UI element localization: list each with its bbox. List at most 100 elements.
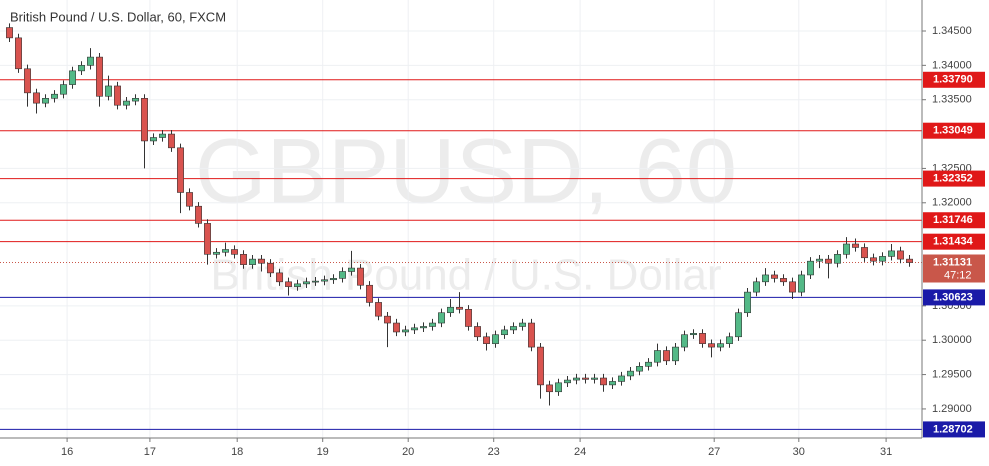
level-label: 1.33049 (933, 125, 973, 137)
candle-body (465, 308, 472, 327)
candle-body (717, 343, 724, 348)
candle-body (303, 281, 310, 285)
candle-body (78, 65, 85, 72)
x-tick-label: 16 (61, 446, 73, 458)
chart-title: British Pound / U.S. Dollar, 60, FXCM (10, 9, 226, 24)
candle-body (267, 262, 274, 274)
candle-body (456, 306, 463, 310)
watermark-symbol: GBPUSD, 60 (195, 120, 737, 222)
candle-body (330, 278, 337, 281)
candle-body (564, 379, 571, 384)
candle-body (240, 254, 247, 265)
candle-body (618, 375, 625, 382)
candle-body (114, 85, 121, 106)
level-label: 1.30623 (933, 291, 973, 303)
candle-body (528, 322, 535, 348)
candle-body (159, 133, 166, 138)
candle-body (771, 274, 778, 279)
candle-body (519, 322, 526, 327)
candle-body (573, 377, 580, 381)
candle-body (285, 281, 292, 287)
candle-body (132, 98, 139, 102)
candle-body (177, 147, 184, 193)
candle-body (699, 333, 706, 344)
candle-body (780, 278, 787, 283)
candle-body (861, 247, 868, 259)
watermark: GBPUSD, 60 British Pound / U.S. Dollar (195, 120, 737, 299)
y-tick-label: 1.30000 (932, 334, 972, 346)
candle-body (825, 258, 832, 264)
level-label-box (923, 421, 985, 438)
candle-body (735, 312, 742, 338)
candle-body (411, 327, 418, 331)
level-label: 1.28702 (933, 423, 973, 435)
candle-body (600, 377, 607, 386)
candle-body (681, 334, 688, 348)
candle-body (258, 258, 265, 264)
level-label: 1.32352 (933, 173, 973, 185)
candle-body (186, 192, 193, 207)
candle-body (33, 92, 40, 104)
candle-body (546, 384, 553, 393)
candle-body (906, 258, 913, 263)
candle-body (213, 251, 220, 255)
candle-body (429, 322, 436, 327)
candle-body (123, 100, 130, 106)
candle-body (537, 346, 544, 386)
candle-body (798, 274, 805, 293)
x-tick-label: 20 (402, 446, 414, 458)
candle-body (762, 274, 769, 283)
candle-body (690, 333, 697, 336)
candle-body (510, 326, 517, 331)
candle-body (807, 260, 814, 276)
candle-body (672, 346, 679, 362)
candle-body (897, 250, 904, 260)
candle-body (447, 306, 454, 314)
candle-body (438, 312, 445, 324)
candle-body (24, 68, 31, 94)
candle-body (339, 271, 346, 279)
candle-body (15, 37, 22, 70)
candle-body (375, 302, 382, 317)
y-tick-label: 1.33500 (932, 94, 972, 106)
candle-body (816, 258, 823, 262)
level-label: 1.33790 (933, 74, 973, 86)
candle-body (150, 137, 157, 142)
candle-body (501, 329, 508, 336)
x-tick-label: 31 (880, 446, 892, 458)
last-price-box (923, 254, 985, 283)
candle-body (51, 93, 58, 99)
x-tick-label: 30 (793, 446, 805, 458)
candle-body (609, 381, 616, 386)
candle-body (96, 56, 103, 97)
candle-body (474, 326, 481, 338)
candle-body (789, 281, 796, 293)
candle-body (636, 366, 643, 372)
candle-body (492, 334, 499, 344)
x-tick-label: 23 (488, 446, 500, 458)
level-label-box (923, 71, 985, 88)
countdown: 47:12 (944, 269, 972, 281)
candle-body (141, 98, 148, 142)
candle-body (87, 56, 94, 66)
candle-body (222, 249, 229, 253)
candle-body (69, 70, 76, 85)
x-tick-label: 19 (317, 446, 329, 458)
x-tick-label: 18 (231, 446, 243, 458)
watermark-name: British Pound / U.S. Dollar (210, 251, 721, 300)
candle-body (843, 243, 850, 255)
candle-body (627, 370, 634, 377)
y-tick-label: 1.29000 (932, 403, 972, 415)
level-label-box (923, 233, 985, 250)
candle-body (42, 98, 49, 104)
candle-body (483, 336, 490, 344)
candle-body (6, 27, 13, 39)
candle-body (348, 267, 355, 272)
last-price-label: 1.31131 (933, 256, 972, 268)
level-label-box (923, 122, 985, 139)
x-tick-label: 17 (144, 446, 156, 458)
level-label: 1.31746 (933, 214, 973, 226)
x-tick-label: 24 (574, 446, 586, 458)
